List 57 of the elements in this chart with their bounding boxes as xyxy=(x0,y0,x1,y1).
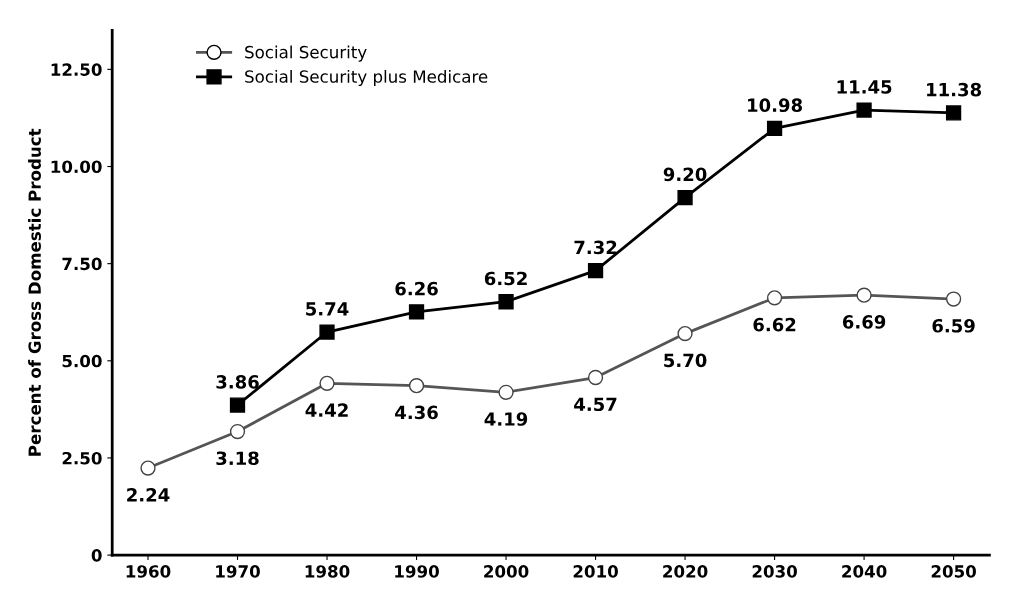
x-tick-label: 1970 xyxy=(216,565,260,578)
point xyxy=(498,294,514,310)
legend-label: Social Security plus Medicare xyxy=(245,69,488,87)
point xyxy=(766,120,783,137)
data-label: 6.62 xyxy=(753,317,796,332)
y-tick-label: 0 xyxy=(91,549,102,562)
point xyxy=(319,324,335,340)
point xyxy=(677,325,693,342)
y-tick-label: 2.50 xyxy=(62,451,102,465)
point xyxy=(587,369,604,386)
data-label: 6.26 xyxy=(395,281,438,296)
y-axis-title: Percent of Gross Domestic Product xyxy=(28,128,41,456)
data-label: 3.18 xyxy=(216,451,259,466)
data-label: 7.32 xyxy=(574,240,617,255)
data-label: 6.59 xyxy=(932,318,975,333)
x-tick-label: 2010 xyxy=(573,565,618,578)
x-tick-label: 2030 xyxy=(752,565,797,578)
point xyxy=(587,263,604,279)
point xyxy=(498,384,514,400)
data-label: 4.42 xyxy=(305,403,348,417)
data-label: 9.20 xyxy=(663,167,707,182)
point xyxy=(229,423,246,440)
x-tick-label: 2050 xyxy=(931,565,976,578)
data-label: 11.45 xyxy=(837,80,892,94)
point xyxy=(856,102,872,118)
point xyxy=(408,378,425,394)
data-label: 5.74 xyxy=(306,302,349,316)
y-tick-label: 12.50 xyxy=(51,63,102,76)
data-label: 4.19 xyxy=(484,412,528,426)
point xyxy=(677,189,693,206)
point xyxy=(229,397,246,413)
point xyxy=(856,287,872,303)
data-label: 11.38 xyxy=(927,82,982,97)
point xyxy=(319,375,335,391)
point xyxy=(140,460,156,476)
x-tick-label: 2040 xyxy=(842,565,887,578)
data-label: 6.69 xyxy=(842,315,886,329)
data-label: 10.98 xyxy=(748,98,803,113)
point xyxy=(945,291,962,307)
x-tick-label: 1990 xyxy=(395,565,439,578)
x-tick-label: 2000 xyxy=(484,565,529,578)
x-tick-label: 2020 xyxy=(663,565,708,578)
data-label: 5.70 xyxy=(664,353,707,368)
x-tick-label: 1980 xyxy=(305,565,350,578)
data-label: 2.24 xyxy=(127,487,170,502)
point xyxy=(766,290,783,306)
y-tick-label: 7.50 xyxy=(62,257,102,271)
y-tick-label: 5.00 xyxy=(62,354,102,368)
data-label: 3.86 xyxy=(216,375,259,389)
data-label: 6.52 xyxy=(484,271,527,286)
legend-label: Social Security xyxy=(245,45,367,62)
y-tick-label: 10.00 xyxy=(51,160,102,174)
point xyxy=(408,304,425,320)
x-tick-label: 1960 xyxy=(126,565,171,578)
data-label: 4.57 xyxy=(574,397,617,412)
data-label: 4.36 xyxy=(395,405,438,420)
point xyxy=(945,105,962,121)
